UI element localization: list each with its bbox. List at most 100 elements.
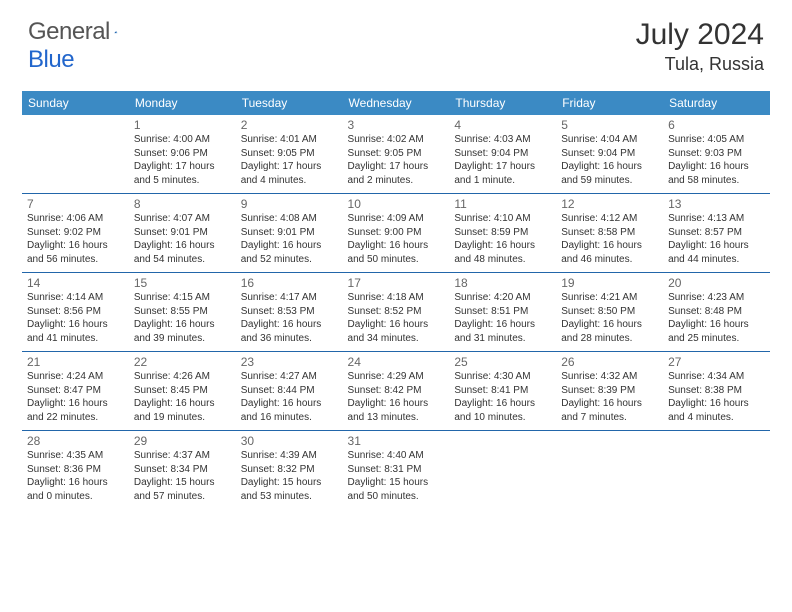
day-info: Sunrise: 4:06 AMSunset: 9:02 PMDaylight:… — [27, 212, 124, 266]
day-number: 15 — [134, 276, 231, 290]
day-info: Sunrise: 4:20 AMSunset: 8:51 PMDaylight:… — [454, 291, 551, 345]
weekday-friday: Friday — [556, 91, 663, 115]
day-number: 12 — [561, 197, 658, 211]
weekday-wednesday: Wednesday — [343, 91, 450, 115]
calendar-body: 1Sunrise: 4:00 AMSunset: 9:06 PMDaylight… — [22, 115, 770, 509]
weekday-sunday: Sunday — [22, 91, 129, 115]
day-info: Sunrise: 4:17 AMSunset: 8:53 PMDaylight:… — [241, 291, 338, 345]
weekday-tuesday: Tuesday — [236, 91, 343, 115]
day-number: 11 — [454, 197, 551, 211]
day-cell: 4Sunrise: 4:03 AMSunset: 9:04 PMDaylight… — [449, 115, 556, 194]
day-number: 18 — [454, 276, 551, 290]
day-cell: 2Sunrise: 4:01 AMSunset: 9:05 PMDaylight… — [236, 115, 343, 194]
day-cell: 30Sunrise: 4:39 AMSunset: 8:32 PMDayligh… — [236, 431, 343, 510]
day-cell: 5Sunrise: 4:04 AMSunset: 9:04 PMDaylight… — [556, 115, 663, 194]
logo-text-1: General — [28, 18, 110, 46]
day-info: Sunrise: 4:05 AMSunset: 9:03 PMDaylight:… — [668, 133, 765, 187]
day-info: Sunrise: 4:24 AMSunset: 8:47 PMDaylight:… — [27, 370, 124, 424]
day-cell: 6Sunrise: 4:05 AMSunset: 9:03 PMDaylight… — [663, 115, 770, 194]
logo: General — [28, 18, 138, 46]
empty-day-cell — [556, 431, 663, 510]
day-number: 7 — [27, 197, 124, 211]
day-info: Sunrise: 4:14 AMSunset: 8:56 PMDaylight:… — [27, 291, 124, 345]
day-info: Sunrise: 4:01 AMSunset: 9:05 PMDaylight:… — [241, 133, 338, 187]
day-number: 21 — [27, 355, 124, 369]
day-number: 19 — [561, 276, 658, 290]
day-number: 28 — [27, 434, 124, 448]
day-number: 6 — [668, 118, 765, 132]
day-number: 10 — [348, 197, 445, 211]
day-cell: 25Sunrise: 4:30 AMSunset: 8:41 PMDayligh… — [449, 352, 556, 431]
day-number: 26 — [561, 355, 658, 369]
weekday-saturday: Saturday — [663, 91, 770, 115]
day-cell: 14Sunrise: 4:14 AMSunset: 8:56 PMDayligh… — [22, 273, 129, 352]
day-number: 8 — [134, 197, 231, 211]
day-cell: 27Sunrise: 4:34 AMSunset: 8:38 PMDayligh… — [663, 352, 770, 431]
day-cell: 24Sunrise: 4:29 AMSunset: 8:42 PMDayligh… — [343, 352, 450, 431]
day-number: 24 — [348, 355, 445, 369]
weekday-monday: Monday — [129, 91, 236, 115]
day-cell: 8Sunrise: 4:07 AMSunset: 9:01 PMDaylight… — [129, 194, 236, 273]
day-info: Sunrise: 4:32 AMSunset: 8:39 PMDaylight:… — [561, 370, 658, 424]
day-info: Sunrise: 4:02 AMSunset: 9:05 PMDaylight:… — [348, 133, 445, 187]
day-cell: 28Sunrise: 4:35 AMSunset: 8:36 PMDayligh… — [22, 431, 129, 510]
day-number: 27 — [668, 355, 765, 369]
day-number: 9 — [241, 197, 338, 211]
day-info: Sunrise: 4:26 AMSunset: 8:45 PMDaylight:… — [134, 370, 231, 424]
day-info: Sunrise: 4:12 AMSunset: 8:58 PMDaylight:… — [561, 212, 658, 266]
weekday-thursday: Thursday — [449, 91, 556, 115]
day-info: Sunrise: 4:09 AMSunset: 9:00 PMDaylight:… — [348, 212, 445, 266]
day-number: 16 — [241, 276, 338, 290]
day-number: 2 — [241, 118, 338, 132]
calendar-row: 21Sunrise: 4:24 AMSunset: 8:47 PMDayligh… — [22, 352, 770, 431]
calendar-row: 14Sunrise: 4:14 AMSunset: 8:56 PMDayligh… — [22, 273, 770, 352]
day-info: Sunrise: 4:37 AMSunset: 8:34 PMDaylight:… — [134, 449, 231, 503]
day-cell: 23Sunrise: 4:27 AMSunset: 8:44 PMDayligh… — [236, 352, 343, 431]
day-cell: 19Sunrise: 4:21 AMSunset: 8:50 PMDayligh… — [556, 273, 663, 352]
day-number: 5 — [561, 118, 658, 132]
day-number: 4 — [454, 118, 551, 132]
day-number: 1 — [134, 118, 231, 132]
day-number: 23 — [241, 355, 338, 369]
calendar-table: Sunday Monday Tuesday Wednesday Thursday… — [22, 91, 770, 509]
empty-day-cell — [449, 431, 556, 510]
day-info: Sunrise: 4:13 AMSunset: 8:57 PMDaylight:… — [668, 212, 765, 266]
day-number: 22 — [134, 355, 231, 369]
day-cell: 7Sunrise: 4:06 AMSunset: 9:02 PMDaylight… — [22, 194, 129, 273]
day-cell: 17Sunrise: 4:18 AMSunset: 8:52 PMDayligh… — [343, 273, 450, 352]
day-info: Sunrise: 4:34 AMSunset: 8:38 PMDaylight:… — [668, 370, 765, 424]
day-number: 3 — [348, 118, 445, 132]
day-number: 25 — [454, 355, 551, 369]
day-cell: 13Sunrise: 4:13 AMSunset: 8:57 PMDayligh… — [663, 194, 770, 273]
day-info: Sunrise: 4:27 AMSunset: 8:44 PMDaylight:… — [241, 370, 338, 424]
day-info: Sunrise: 4:03 AMSunset: 9:04 PMDaylight:… — [454, 133, 551, 187]
day-info: Sunrise: 4:35 AMSunset: 8:36 PMDaylight:… — [27, 449, 124, 503]
day-info: Sunrise: 4:00 AMSunset: 9:06 PMDaylight:… — [134, 133, 231, 187]
day-info: Sunrise: 4:40 AMSunset: 8:31 PMDaylight:… — [348, 449, 445, 503]
day-info: Sunrise: 4:07 AMSunset: 9:01 PMDaylight:… — [134, 212, 231, 266]
day-cell: 20Sunrise: 4:23 AMSunset: 8:48 PMDayligh… — [663, 273, 770, 352]
day-number: 17 — [348, 276, 445, 290]
day-cell: 21Sunrise: 4:24 AMSunset: 8:47 PMDayligh… — [22, 352, 129, 431]
day-info: Sunrise: 4:10 AMSunset: 8:59 PMDaylight:… — [454, 212, 551, 266]
day-info: Sunrise: 4:08 AMSunset: 9:01 PMDaylight:… — [241, 212, 338, 266]
day-info: Sunrise: 4:04 AMSunset: 9:04 PMDaylight:… — [561, 133, 658, 187]
day-cell: 10Sunrise: 4:09 AMSunset: 9:00 PMDayligh… — [343, 194, 450, 273]
day-number: 31 — [348, 434, 445, 448]
day-cell: 22Sunrise: 4:26 AMSunset: 8:45 PMDayligh… — [129, 352, 236, 431]
title-block: July 2024 Tula, Russia — [636, 18, 764, 75]
header: General July 2024 Tula, Russia — [0, 0, 792, 83]
day-number: 13 — [668, 197, 765, 211]
day-info: Sunrise: 4:30 AMSunset: 8:41 PMDaylight:… — [454, 370, 551, 424]
day-cell: 18Sunrise: 4:20 AMSunset: 8:51 PMDayligh… — [449, 273, 556, 352]
logo-triangle-icon — [114, 21, 118, 43]
day-cell: 3Sunrise: 4:02 AMSunset: 9:05 PMDaylight… — [343, 115, 450, 194]
month-title: July 2024 — [636, 18, 764, 52]
day-info: Sunrise: 4:39 AMSunset: 8:32 PMDaylight:… — [241, 449, 338, 503]
weekday-header-row: Sunday Monday Tuesday Wednesday Thursday… — [22, 91, 770, 115]
calendar-row: 7Sunrise: 4:06 AMSunset: 9:02 PMDaylight… — [22, 194, 770, 273]
day-cell: 31Sunrise: 4:40 AMSunset: 8:31 PMDayligh… — [343, 431, 450, 510]
day-number: 30 — [241, 434, 338, 448]
day-cell: 1Sunrise: 4:00 AMSunset: 9:06 PMDaylight… — [129, 115, 236, 194]
day-info: Sunrise: 4:21 AMSunset: 8:50 PMDaylight:… — [561, 291, 658, 345]
